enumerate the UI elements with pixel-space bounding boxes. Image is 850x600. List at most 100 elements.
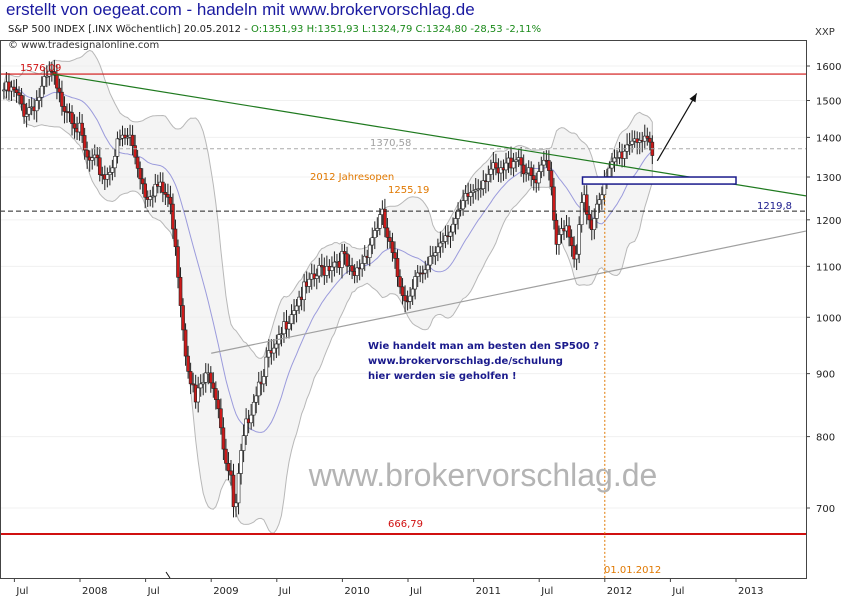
candle-body <box>181 305 185 331</box>
x-tick-label: 2008 <box>82 586 107 597</box>
candle-body <box>201 382 206 385</box>
candle-body <box>183 329 188 357</box>
candle-body <box>630 140 634 145</box>
candlestick-series <box>2 59 655 518</box>
candle-body <box>453 218 458 225</box>
candle-body <box>198 383 203 389</box>
jahresopen-value: 1255,19 <box>388 185 429 196</box>
candle-body <box>461 200 465 210</box>
candle-body <box>17 92 21 96</box>
candle-body <box>224 448 228 464</box>
candle-body <box>153 184 158 197</box>
candle-body <box>118 137 122 140</box>
candle-body <box>163 192 168 195</box>
candle-body <box>375 228 380 231</box>
candle-body <box>171 203 175 230</box>
level-high-label: 1576,09 <box>20 63 61 74</box>
candle-body <box>458 208 463 211</box>
candle-body <box>133 145 137 158</box>
candle-body <box>110 167 115 173</box>
candle-body <box>135 156 140 169</box>
candle-body <box>478 188 483 191</box>
candle-body <box>239 450 243 474</box>
candle-body <box>572 245 576 260</box>
x-tick-label: 2010 <box>344 586 369 597</box>
candle-body <box>251 401 256 416</box>
candle-body <box>592 218 597 230</box>
axes: 700 800 900 1000 1100 1200 1300 1400 1500 1600 Jul… <box>0 40 841 597</box>
candle-body <box>214 388 218 400</box>
level-low-label: 666,79 <box>388 519 423 530</box>
candle-body <box>168 196 173 205</box>
candle-body <box>317 265 322 277</box>
candle-body <box>208 372 213 384</box>
candle-body <box>559 228 564 235</box>
candle-body <box>244 418 248 437</box>
banner-title: erstellt von oegeat.com - handeln mit ww… <box>6 0 475 19</box>
candle-body <box>486 174 491 182</box>
candle-body <box>554 219 559 245</box>
candle-body <box>292 310 296 315</box>
candle-body <box>471 190 475 193</box>
candle-body <box>542 159 546 166</box>
candle-body <box>105 174 110 180</box>
candle-body <box>350 265 354 272</box>
candle-body <box>362 255 367 264</box>
candle-body <box>203 372 208 383</box>
candle-body <box>332 261 337 268</box>
candle-body <box>37 96 42 101</box>
jahresopen-label: 2012 Jahresopen <box>310 172 394 183</box>
ohlc-values: O:1351,93 H:1351,93 L:1324,79 C:1324,80 … <box>251 24 541 35</box>
candle-body <box>410 288 415 297</box>
x-tick-label: Jul <box>540 586 553 597</box>
candle-body <box>425 264 430 271</box>
candle-body <box>320 265 324 268</box>
candle-body <box>378 214 382 229</box>
candle-body <box>173 228 178 248</box>
promo-line-2: www.brokervorschlag.de/schulung <box>368 356 563 367</box>
candle-body <box>125 136 130 139</box>
y-tick-label: 1200 <box>816 216 841 227</box>
x-tick-label: 2012 <box>607 586 632 597</box>
candle-body <box>567 225 571 238</box>
candle-body <box>473 189 478 192</box>
candle-body <box>615 157 619 159</box>
candle-body <box>272 347 276 354</box>
candle-body <box>433 252 438 256</box>
y-tick-label: 1100 <box>816 262 841 273</box>
candle-body <box>261 376 266 385</box>
candle-body <box>231 474 236 508</box>
candle-body <box>27 107 31 115</box>
candle-body <box>90 157 95 161</box>
candle-body <box>441 241 445 244</box>
y-tick-label: 800 <box>816 433 835 444</box>
candle-body <box>557 234 561 245</box>
candle-body <box>82 135 87 151</box>
candle-body <box>390 241 395 253</box>
candle-body <box>24 113 29 117</box>
candle-body <box>372 230 377 238</box>
candle-body <box>150 195 155 198</box>
chart-header: S&P 500 INDEX [.INX Wöchentlich] 20.05.2… <box>8 24 541 35</box>
candle-body <box>468 192 473 197</box>
source-credit: © www.tradesignalonline.com <box>8 40 159 51</box>
level-1219-label: 1219,8 <box>757 201 792 212</box>
candle-body <box>176 246 180 278</box>
candle-body <box>428 256 433 266</box>
candle-body <box>552 186 556 221</box>
candle-body <box>113 155 117 169</box>
candle-body <box>44 75 49 78</box>
y-tick-label: 1600 <box>816 62 841 73</box>
uptrend-line <box>211 230 806 354</box>
candle-body <box>314 275 319 279</box>
candle-body <box>383 208 387 229</box>
candle-body <box>403 295 407 302</box>
candle-body <box>423 269 428 274</box>
candle-body <box>226 463 231 472</box>
promo-line-3: hier werden sie geholfen ! <box>368 371 517 382</box>
candle-body <box>574 253 579 260</box>
candle-body <box>367 244 372 258</box>
candle-body <box>443 235 448 242</box>
candle-body <box>436 246 440 253</box>
candle-body <box>294 305 299 311</box>
